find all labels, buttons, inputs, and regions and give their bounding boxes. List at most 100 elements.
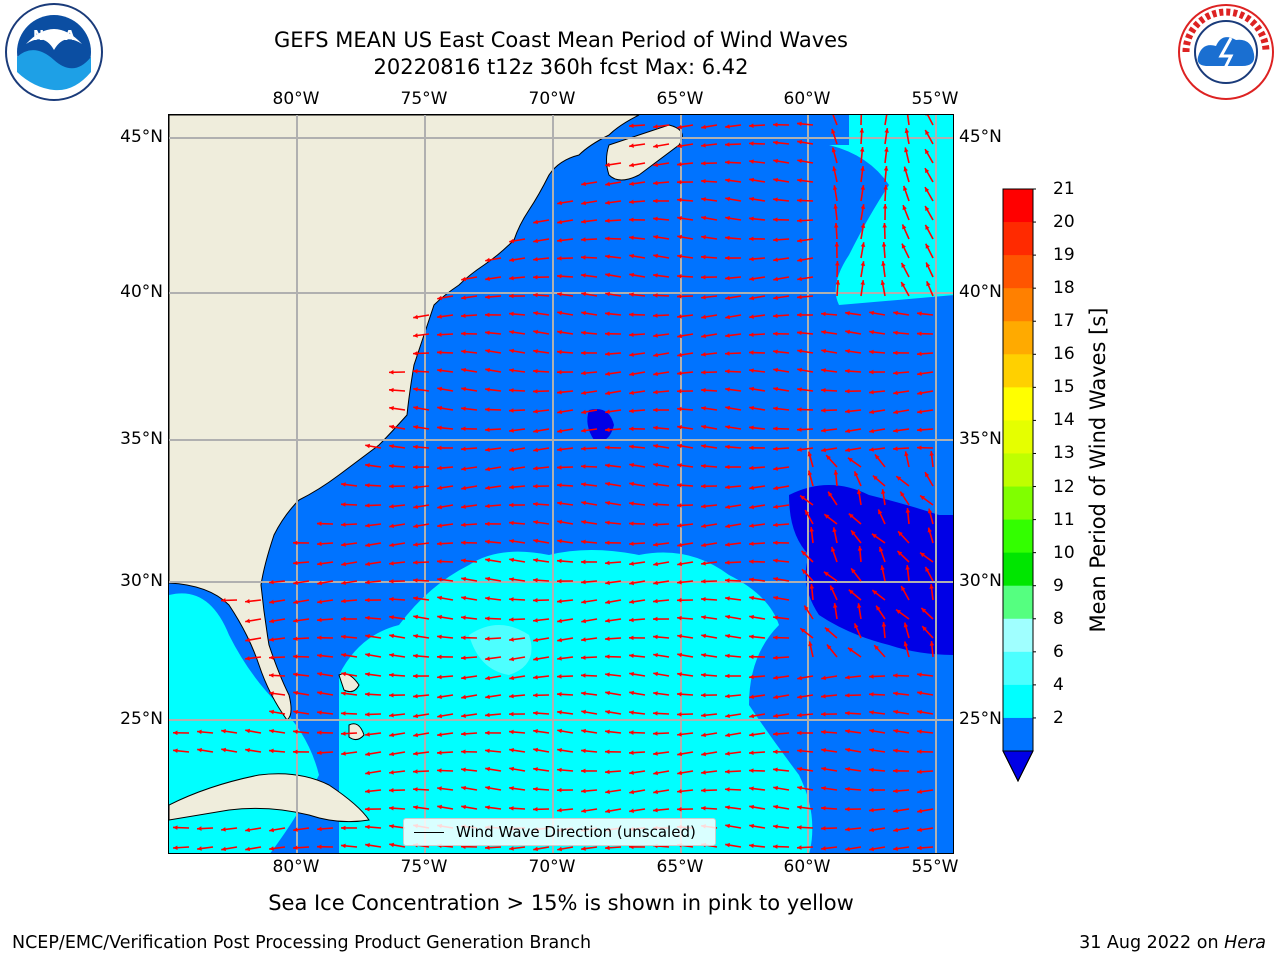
wind-arrow-head: [293, 749, 298, 755]
wind-arrow-head: [773, 576, 778, 582]
wind-arrow-head: [605, 618, 610, 623]
wind-arrow-head: [341, 561, 347, 567]
wind-arrow-head: [485, 596, 490, 601]
wind-arrow-head: [881, 489, 886, 494]
wind-arrow-head: [413, 596, 418, 601]
wind-arrow-head: [557, 409, 562, 415]
wind-arrow-head: [835, 261, 840, 266]
wind-arrow-head: [883, 166, 889, 171]
wind-arrow-head: [557, 465, 562, 470]
wind-arrow-head: [533, 637, 538, 643]
wind-arrow-head: [898, 531, 903, 537]
wind-arrow-head: [509, 293, 514, 299]
wind-arrow-head: [773, 466, 778, 471]
wind-wave-arrows: [172, 115, 935, 852]
wind-arrow-head: [749, 216, 754, 222]
wind-arrow-head: [533, 409, 538, 414]
wind-arrow-head: [269, 691, 274, 696]
wind-arrow-head: [797, 158, 803, 164]
wind-arrow-head: [725, 333, 730, 338]
cyan-region-northeast-top: [849, 115, 953, 145]
wind-arrow-head: [905, 565, 910, 570]
wind-arrow-head: [927, 527, 932, 533]
wind-arrow-head: [437, 504, 443, 510]
wind-arrow-head: [533, 219, 539, 225]
colorbar-border: [1002, 188, 1034, 783]
wind-arrow-head: [845, 311, 850, 316]
wind-arrow-head: [677, 294, 682, 299]
wind-arrow-head: [725, 142, 730, 147]
wind-arrow-head: [557, 787, 562, 793]
wind-arrow-head: [874, 645, 879, 650]
wind-arrow-head: [653, 216, 658, 222]
wind-arrow-head: [773, 804, 779, 810]
wind-arrow-head: [653, 731, 658, 736]
wind-arrow-head: [341, 616, 346, 622]
wind-arrow-head: [581, 291, 587, 297]
wind-arrow-head: [317, 580, 323, 586]
lon-label-top: 70°W: [528, 89, 576, 109]
wind-arrow-head: [901, 281, 906, 287]
wind-arrow-head: [629, 272, 635, 278]
footer-credit: NCEP/EMC/Verification Post Processing Pr…: [12, 933, 592, 953]
wind-arrow-head: [749, 295, 755, 301]
wind-arrow-head: [509, 729, 514, 735]
wind-arrow-head: [461, 694, 467, 700]
wind-arrow-head: [605, 500, 610, 506]
wind-arrow-head: [509, 675, 514, 681]
wind-arrow-head: [485, 348, 490, 354]
wind-arrow-head: [773, 237, 778, 243]
wind-arrow-head: [884, 147, 889, 152]
wind-arrow-head: [800, 495, 806, 501]
wind-arrow-head: [581, 409, 587, 415]
wind-arrow-head: [293, 827, 298, 832]
wind-arrow-head: [485, 675, 491, 681]
darkblue-region-east: [789, 485, 953, 655]
wind-arrow-head: [581, 599, 586, 605]
wind-arrow-head: [509, 617, 514, 622]
wind-arrow-head: [653, 389, 658, 395]
wind-arrow-head: [293, 845, 298, 850]
wind-arrow-head: [485, 257, 491, 263]
wind-arrow-head: [389, 633, 395, 639]
wind-arrow-head: [293, 690, 299, 696]
wind-arrow-head: [773, 313, 778, 319]
colorbar-tick-label: 18: [1053, 278, 1075, 299]
wind-arrow-head: [557, 558, 562, 564]
wind-arrow-head: [845, 767, 850, 772]
wind-arrow-head: [461, 485, 467, 491]
wind-arrow-head: [461, 655, 466, 661]
wind-arrow-head: [854, 471, 859, 477]
wind-arrow-head: [341, 843, 346, 849]
wind-arrow-head: [773, 824, 778, 829]
wind-arrow-head: [485, 294, 490, 300]
wind-arrow-head: [821, 388, 826, 393]
wind-arrow-head: [293, 618, 298, 623]
wind-arrow-head: [797, 447, 802, 452]
wind-arrow-head: [677, 542, 683, 548]
wind-arrow-head: [653, 770, 659, 776]
colorbar-label: Mean Period of Wind Waves [s]: [1086, 307, 1110, 633]
wind-arrow-head: [821, 447, 827, 453]
wind-arrow-head: [881, 622, 887, 627]
wind-arrow-head: [821, 408, 826, 413]
wind-arrow-head: [557, 656, 562, 661]
wind-arrow-head: [509, 428, 514, 433]
wind-arrow-head: [581, 846, 586, 851]
wind-arrow-head: [871, 533, 877, 539]
wind-arrow-head: [269, 618, 275, 624]
wind-arrow-head: [725, 295, 730, 301]
wind-arrow-head: [701, 314, 706, 320]
wind-arrow-head: [317, 690, 322, 696]
wind-arrow-head: [701, 483, 706, 489]
wind-arrow-head: [197, 729, 202, 735]
wind-arrow-head: [725, 805, 730, 810]
wind-arrow-head: [809, 527, 814, 532]
wind-arrow-head: [629, 199, 634, 205]
wind-arrow-head: [389, 713, 394, 718]
wind-arrow-head: [749, 123, 754, 128]
wind-arrow-head: [851, 568, 856, 574]
wind-arrow-head: [917, 409, 922, 414]
footer-machine: Hera: [1224, 933, 1266, 953]
wind-arrow-head: [605, 845, 610, 851]
